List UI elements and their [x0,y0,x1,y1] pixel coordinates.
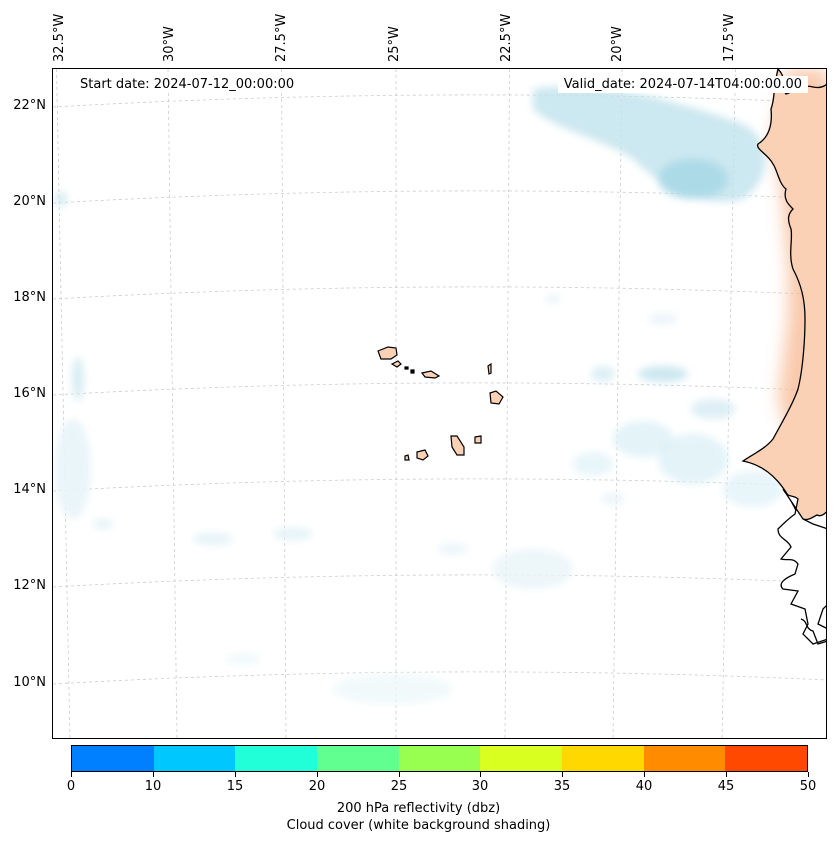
africa-coastline [741,69,826,536]
graticule [53,69,826,738]
colorbar-segment [153,746,236,771]
longitude-label: 27.5°W [274,13,289,62]
cape-verde-islands [377,346,504,461]
latitude-label: 14°N [13,482,46,497]
colorbar-tick-label: 45 [717,779,735,794]
colorbar-tick [317,772,318,777]
cloud-shading [55,86,783,704]
colorbar-tick-label: 50 [799,779,817,794]
colorbar-tick [726,772,727,777]
parallel-line [53,190,826,204]
meridian-line [504,69,510,738]
sierra-leone-coastline [800,618,826,645]
start-date-label: Start date: 2024-07-12_00:00:00 [74,76,301,93]
colorbar-tick [644,772,645,777]
colorbar-tick-label: 0 [66,779,76,794]
colorbar [71,745,808,772]
parallel-line [53,478,826,492]
colorbar-segment [480,746,563,771]
longitude-label: 25°W [387,26,402,62]
colorbar-tick [153,772,154,777]
parallel-line [53,94,826,108]
parallel-line [53,286,826,300]
colorbar-segment [643,746,726,771]
meridian-line [612,69,623,738]
colorbar-tick-label: 20 [308,779,326,794]
guinea-coastline [777,488,826,645]
colorbar-subtitle: Cloud cover (white background shading) [286,818,551,833]
longitude-label: 17.5°W [722,13,737,62]
colorbar-segment [235,746,318,771]
colorbar-tick-label: 40 [635,779,653,794]
meridian-line [721,69,736,738]
map-canvas [53,69,826,738]
colorbar-tick-label: 15 [226,779,244,794]
latitude-label: 12°N [13,578,46,593]
colorbar-tick [71,772,72,777]
colorbar-segment [317,746,399,771]
colorbar-segment [72,746,154,771]
colorbar-tick [399,772,400,777]
longitude-label: 20°W [610,26,625,62]
latitude-label: 16°N [13,386,46,401]
colorbar-title: 200 hPa reflectivity (dbz) [336,801,501,816]
longitude-label: 22.5°W [499,13,514,62]
longitude-label: 30°W [162,26,177,62]
colorbar-tick-label: 30 [471,779,489,794]
parallel-line [53,574,826,588]
colorbar-tick-label: 25 [390,779,408,794]
meridian-line [56,69,71,738]
map-panel[interactable] [52,68,827,739]
longitude-label: 32.5°W [52,13,67,62]
meridian-line [167,69,178,738]
valid-date-label: Valid_date: 2024-07-14T04:00:00.00 [557,76,808,93]
colorbar-tick [480,772,481,777]
meridian-line [281,69,287,738]
colorbar-tick [808,772,809,777]
colorbar-segment [725,746,808,771]
latitude-label: 10°N [13,675,46,690]
colorbar-tick [235,772,236,777]
parallel-line [53,671,826,685]
latitude-label: 18°N [13,290,46,305]
colorbar-tick-label: 35 [553,779,571,794]
colorbar-segment [562,746,644,771]
latitude-label: 22°N [13,98,46,113]
colorbar-tick [562,772,563,777]
parallel-line [53,382,826,396]
latitude-label: 20°N [13,194,46,209]
colorbar-segment [398,746,481,771]
colorbar-tick-label: 10 [144,779,162,794]
